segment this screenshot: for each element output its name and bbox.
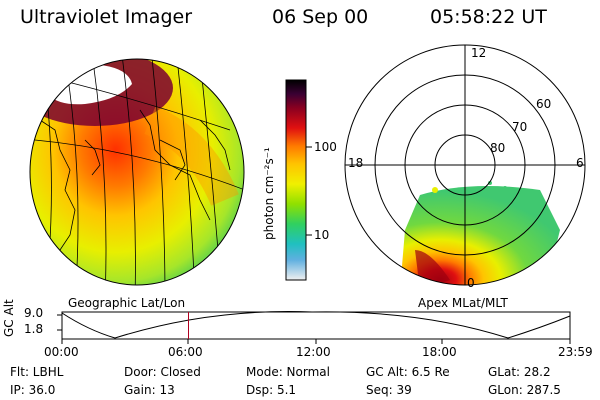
door-status: Door: Closed [124,365,201,379]
colorbar-tick-100: 100 [314,140,337,154]
timeline-xtick: 12:00 [296,345,331,359]
timeline-ytick-bottom: 1.8 [24,322,44,336]
mode-status: Mode: Normal [246,365,330,379]
colorbar-unit-label: photon cm⁻²s⁻¹ [262,147,276,240]
timeline-ytick-top: 9.0 [24,306,44,320]
colorbar-tick-10: 10 [314,228,330,242]
timeline-xtick: 18:00 [422,345,457,359]
dsp-status: Dsp: 5.1 [246,383,297,397]
glon-status: GLon: 287.5 [488,383,561,397]
globe-image [29,58,245,286]
mlat-label-80: 80 [490,141,506,155]
globe-caption: Geographic Lat/Lon [68,296,186,310]
timeline-axis-label: GC Alt [2,299,16,337]
gain-status: Gain: 13 [124,383,175,397]
date-label: 06 Sep 00 [272,6,369,28]
mlat-label-70: 70 [512,120,528,134]
ip-status: IP: 36.0 [10,383,56,397]
seq-status: Seq: 39 [366,383,412,397]
mlt-label-6: 6 [576,156,584,170]
polar-caption: Apex MLat/MLT [418,296,508,310]
gc-alt-status: GC Alt: 6.5 Re [366,365,450,379]
altitude-timeline [57,311,571,344]
color-scale-bar [285,79,312,281]
app-title: Ultraviolet Imager [20,6,193,28]
mlt-label-12: 12 [471,46,487,60]
glat-status: GLat: 28.2 [488,365,551,379]
mlt-label-18: 18 [348,156,364,170]
timeline-xtick: 00:00 [44,345,79,359]
filter-status: Flt: LBHL [10,365,64,379]
mlat-label-60: 60 [536,97,552,111]
mlt-label-0: 0 [467,276,475,290]
timeline-xtick: 23:59 [558,345,593,359]
time-label: 05:58:22 UT [430,6,547,28]
polar-plot [344,44,586,286]
timeline-xtick: 06:00 [168,345,203,359]
